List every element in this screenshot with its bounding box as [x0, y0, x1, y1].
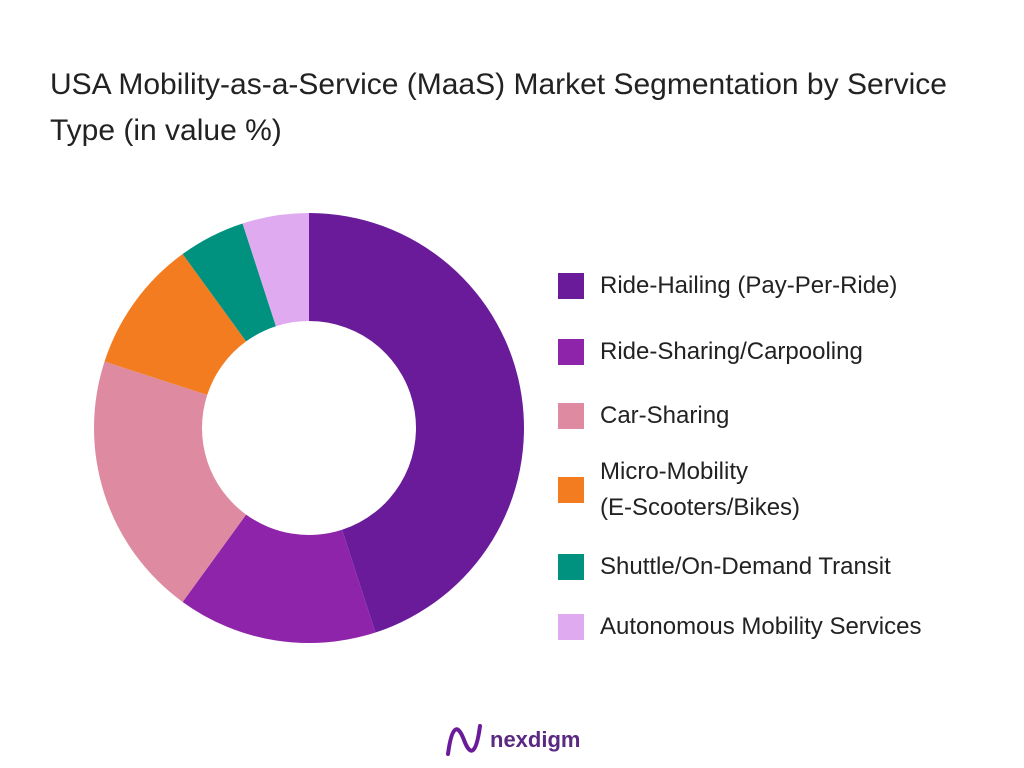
legend-item: Autonomous Mobility Services: [558, 609, 921, 645]
legend-item: Ride-Sharing/Carpooling: [558, 334, 863, 370]
legend-item: Shuttle/On-Demand Transit: [558, 549, 891, 585]
legend-item: Car-Sharing: [558, 398, 729, 434]
legend-swatch: [558, 554, 584, 580]
legend-label: Ride-Sharing/Carpooling: [600, 338, 863, 365]
donut-slice: [309, 212, 525, 633]
donut-slice: [104, 254, 247, 395]
legend-swatch: [558, 339, 584, 365]
legend-swatch: [558, 614, 584, 640]
chart-title: USA Mobility-as-a-Service (MaaS) Market …: [50, 68, 947, 147]
logo-text: nexdigm: [490, 727, 581, 752]
donut-slice: [182, 223, 276, 342]
legend-label: Autonomous Mobility Services: [600, 613, 922, 640]
legend-swatch: [558, 273, 584, 299]
donut-slice: [242, 213, 309, 327]
legend-label: Shuttle/On-Demand Transit: [600, 553, 891, 580]
donut-slice: [182, 514, 376, 643]
legend-swatch: [558, 477, 584, 503]
donut-chart: [94, 212, 525, 643]
logo: nexdigm: [444, 722, 580, 758]
legend-label: Micro-Mobility (E-Scooters/Bikes): [600, 458, 801, 521]
legend-label: Car-Sharing: [600, 402, 730, 429]
donut-slice: [94, 361, 247, 602]
legend-label: Ride-Hailing (Pay-Per-Ride): [600, 272, 898, 299]
legend-item: Micro-Mobility (E-Scooters/Bikes): [558, 454, 800, 526]
legend-item: Ride-Hailing (Pay-Per-Ride): [558, 268, 897, 304]
logo-icon: [446, 724, 482, 756]
legend-swatch: [558, 403, 584, 429]
